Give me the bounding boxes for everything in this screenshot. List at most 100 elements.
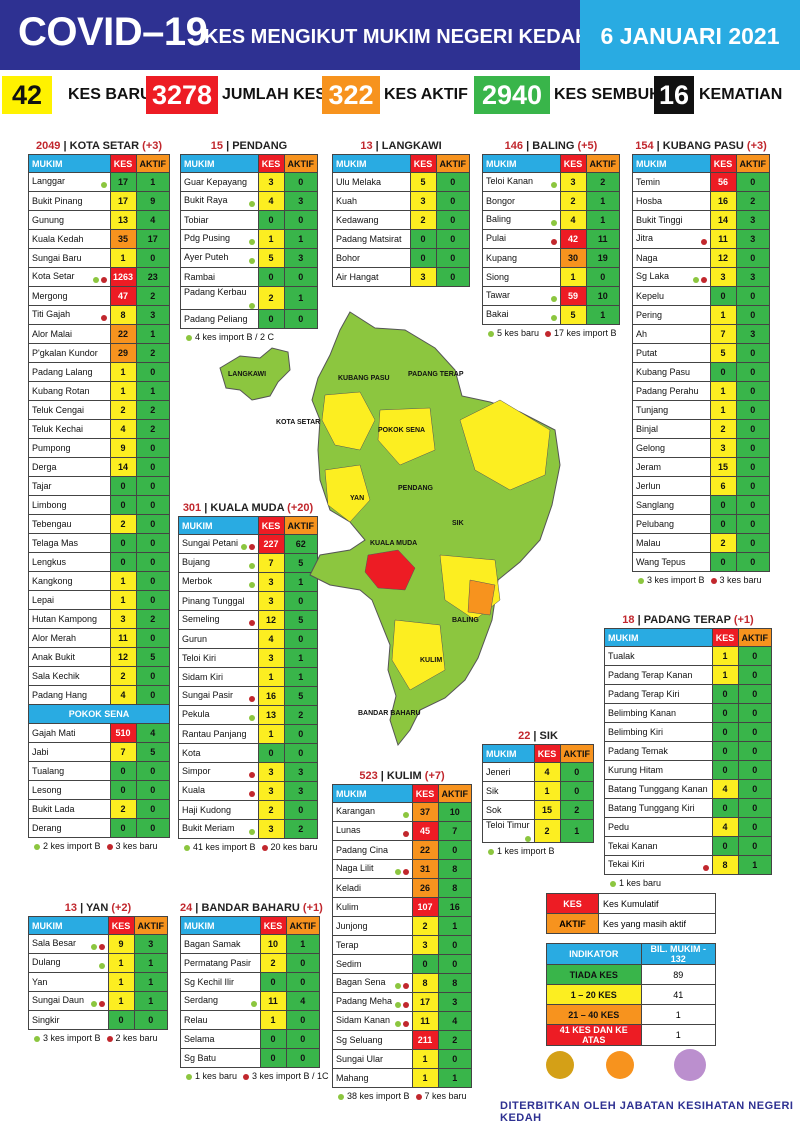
table-row: Padang Terap Kanan 1 0 [604,665,772,685]
kes-cell: 2 [709,419,737,439]
district-table: MUKIM KES AKTIF Tualak 1 0 Padang Terap Kanan 1… [604,628,772,875]
table-row: Bukit Raya 4 3 [180,191,318,211]
kes-cell: 47 [109,286,137,306]
map-label-padang-terap: PADANG TERAP [408,371,464,378]
table-row: Tajar 0 0 [28,476,170,496]
district-table: MUKIM KES AKTIF Temin 56 0 Hosba 16 2 Bukit Tingg… [632,154,770,572]
aktif-cell: 0 [135,552,170,572]
mukim-cell: Bukit Pinang [28,191,111,211]
district-table: MUKIM KES AKTIF Sala Besar 9 3 Dulang 1 1 Yan 1 1 Su… [28,916,168,1030]
aktif-cell: 0 [735,172,770,192]
mukim-cell: Haji Kudong [178,800,259,820]
table-row: Kota Setar 1263 23 [28,267,170,287]
aktif-cell: 1 [135,381,170,401]
summary-bar: 42 KES BARU 3278 JUMLAH KES 322 KES AKTIF 2940… [0,70,800,118]
aktif-cell: 3 [735,267,770,287]
table-row: Padang Meha 17 3 [332,992,472,1012]
district-footnote: 3 kes import B 3 kes baru [632,575,770,585]
district-title: 13 | YAN (+2) [64,902,132,914]
indicator-row: 1 – 20 KES 41 [546,984,717,1005]
col-kes: KES [711,628,739,647]
kes-cell: 5 [559,305,587,325]
district-name: YAN [86,902,109,914]
district-total: 523 [359,770,378,782]
page-subtitle: KES MENGIKUT MUKIM NEGERI KEDAH [204,26,590,48]
table-row: Padang Cina 22 0 [332,840,472,860]
case-dot-icon [98,963,105,969]
mukim-cell: Kepelu [632,286,711,306]
aktif-cell: 3 [437,992,472,1012]
zone-yellow-1 [321,391,376,451]
mukim-cell: Baling [482,210,561,230]
indicator-count: 1 [640,1024,717,1046]
mukim-cell: Binjal [632,419,711,439]
summary-value: 322 [322,76,380,114]
kes-cell: 2 [109,400,137,420]
mukim-cell: Kuah [332,191,411,211]
zone-red [364,549,416,591]
publisher-text: DITERBITKAN OLEH JABATAN KESIHATAN NEGER… [500,1100,794,1124]
table-row: Pelubang 0 0 [632,514,770,534]
mukim-cell: Hutan Kampong [28,609,111,629]
mukim-cell: Padang Hang [28,685,111,705]
kes-cell: 1 [711,646,739,666]
table-row: Keladi 26 8 [332,878,472,898]
aktif-cell: 0 [135,628,170,648]
kes-cell: 1 [257,229,285,249]
aktif-cell: 4 [285,991,320,1011]
district-footnote: 41 kes import B 20 kes baru [178,842,318,852]
langkawi-island [219,347,291,401]
mukim-cell: Tunjang [632,400,711,420]
kes-cell: 2 [109,514,137,534]
aktif-cell: 0 [737,817,772,837]
mukim-cell: Titi Gajah [28,305,111,325]
table-row: Bagan Sena 8 8 [332,973,472,993]
col-aktif: AKTIF [585,154,620,173]
aktif-cell: 0 [135,685,170,705]
district-name: KUALA MUDA [210,502,285,514]
kes-cell: 1 [109,362,137,382]
col-aktif: AKTIF [283,516,318,535]
table-row: Sg Batu 0 0 [180,1048,320,1068]
col-mukim: MUKIM [632,154,711,173]
district-title: 22 | SIK [518,730,558,742]
kes-cell: 0 [711,741,739,761]
case-dot-icon [700,239,707,245]
table-row: Bukit Pinang 17 9 [28,191,170,211]
kes-cell: 13 [109,210,137,230]
aktif-cell: 3 [735,324,770,344]
case-dot-icon [248,582,255,588]
mukim-cell: Dulang [28,953,109,973]
col-kes: KES [559,154,587,173]
case-dot-icon [248,791,255,797]
table-row: Terap 3 0 [332,935,472,955]
district-total: 13 [64,902,78,914]
indicator-range: 21 – 40 KES [546,1004,642,1025]
district-total: 15 [210,140,224,152]
aktif-cell: 0 [285,1029,320,1049]
aktif-cell: 1 [585,191,620,211]
mukim-cell: Rambai [180,267,259,287]
aktif-cell: 1 [437,916,472,936]
aktif-cell: 0 [283,629,318,649]
mukim-cell: Sala Kechik [28,666,111,686]
kes-cell: 1 [711,665,739,685]
district-title: 15 | PENDANG [210,140,288,152]
aktif-cell: 1 [135,324,170,344]
table-row: Langgar 17 1 [28,172,170,192]
aktif-cell: 0 [135,666,170,686]
case-dot-icon [550,220,557,226]
case-dot-icon [248,201,255,207]
table-row: Tekai Kiri 8 1 [604,855,772,875]
case-dot-icon [700,277,707,283]
aktif-cell: 0 [737,703,772,723]
kes-cell: 1 [109,381,137,401]
table-row: Kangkong 1 0 [28,571,170,591]
mukim-cell: Malau [632,533,711,553]
district-footnote: 38 kes import B 7 kes baru [332,1091,472,1101]
district-total: 13 [360,140,373,152]
page-title: COVID–19 [18,10,208,54]
mukim-cell: Lengkus [28,552,111,572]
district-footnote: 5 kes baru 17 kes import B [482,328,620,338]
kes-cell: 107 [411,897,439,917]
